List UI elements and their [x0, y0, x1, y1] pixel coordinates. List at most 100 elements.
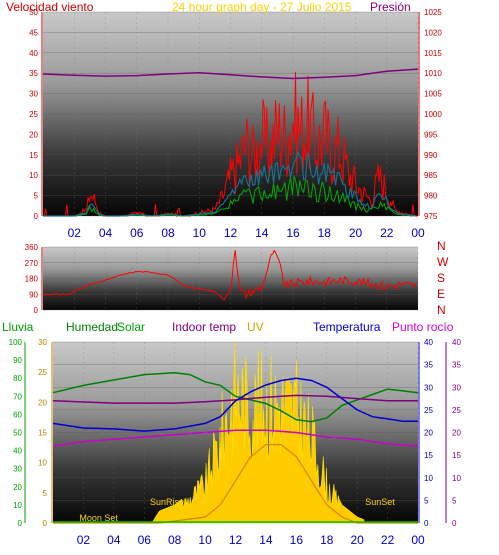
solar-axis-tick: 30: [38, 338, 47, 347]
x-tick-label: 08: [161, 226, 175, 240]
x-tick-label: 22: [381, 533, 395, 547]
solar-axis-tick: 5: [43, 489, 48, 498]
x-tick-label: 14: [259, 533, 273, 547]
wind-direction-series: [42, 249, 417, 301]
x-tick-label: 10: [193, 226, 207, 240]
sunset-annotation: SunSet: [365, 497, 395, 507]
x-tick-label: 12: [229, 533, 243, 547]
wind-axis-tick: 25: [29, 110, 38, 119]
pressure-axis-tick: 1005: [424, 90, 442, 99]
indoor-axis-tick: 30: [452, 383, 461, 392]
x-tick-label: 18: [320, 533, 334, 547]
solar-axis-tick: 10: [38, 459, 47, 468]
compass-n-bottom: N: [437, 303, 446, 317]
solar-series: [151, 341, 366, 524]
temperature-axis-tick: 10: [424, 474, 433, 483]
legend-dew-point: Punto rocío: [392, 320, 454, 334]
legend-temperature: Temperatura: [313, 320, 381, 334]
pressure-label: Presión: [370, 0, 411, 14]
wind-speed-label: Velocidad viento: [6, 0, 94, 14]
pressure-axis-tick: 1000: [424, 110, 442, 119]
x-tick-label: 20: [349, 226, 363, 240]
wind-axis-tick: 10: [29, 171, 38, 180]
moonset-annotation: Moon Set: [79, 513, 118, 523]
pressure-series: [42, 68, 419, 80]
rain-axis-tick: 50: [13, 429, 22, 438]
x-tick-label: 06: [130, 226, 144, 240]
rain-axis-tick: 60: [13, 410, 22, 419]
rain-axis-tick: 0: [18, 519, 23, 528]
wind-axis-tick: 0: [34, 212, 39, 221]
legend-humidity: Humedad: [66, 320, 119, 334]
x-tick-label: 06: [138, 533, 152, 547]
wind-axis-tick: 5: [34, 192, 39, 201]
compass-e: E: [437, 287, 446, 301]
wind-axis-tick: 35: [29, 69, 38, 78]
x-tick-label: 02: [68, 226, 82, 240]
pressure-axis-tick: 1025: [424, 8, 442, 17]
legend-indoor-temp: Indoor temp: [172, 320, 237, 334]
x-tick-label: 18: [318, 226, 332, 240]
temperature-axis-tick: 25: [424, 406, 433, 415]
wind-axis-tick: 45: [29, 28, 38, 37]
pressure-axis-tick: 1010: [424, 69, 442, 78]
wind-axis-tick: 15: [29, 151, 38, 160]
legend-solar: Solar: [117, 320, 146, 334]
temperature-axis-tick: 30: [424, 383, 433, 392]
x-tick-label: 22: [380, 226, 394, 240]
indoor-axis-tick: 0: [452, 519, 457, 528]
solar-axis-tick: 15: [38, 429, 47, 438]
indoor-axis-tick: 5: [452, 496, 457, 505]
direction-axis-tick: 360: [25, 243, 39, 252]
x-tick-label: 12: [224, 226, 238, 240]
compass-w: W: [437, 255, 449, 269]
rain-axis-tick: 80: [13, 374, 22, 383]
temperature-series: [52, 377, 418, 432]
solar-axis-tick: 0: [43, 519, 48, 528]
temperature-axis-tick: 40: [424, 338, 433, 347]
indoor-axis-tick: 40: [452, 338, 461, 347]
indoor-axis-tick: 35: [452, 361, 461, 370]
x-tick-label: 04: [107, 533, 121, 547]
pressure-axis-tick: 975: [424, 212, 438, 221]
indoor-axis-tick: 20: [452, 429, 461, 438]
x-tick-label: 00: [411, 533, 425, 547]
pressure-axis-tick: 980: [424, 192, 438, 201]
x-tick-label: 08: [168, 533, 182, 547]
x-tick-label: 10: [198, 533, 212, 547]
pressure-axis-tick: 995: [424, 130, 438, 139]
indoor-temp-series: [52, 394, 418, 404]
wind-axis-tick: 50: [29, 8, 38, 17]
x-tick-label: 16: [286, 226, 300, 240]
temperature-axis-tick: 15: [424, 451, 433, 460]
temperature-axis-tick: 0: [424, 519, 429, 528]
direction-axis-tick: 0: [34, 306, 39, 315]
rain-axis-tick: 70: [13, 392, 22, 401]
uv-series: [53, 444, 418, 524]
graph-title: 24 hour graph day - 27 Julio 2015: [172, 0, 352, 14]
humidity-series: [52, 372, 419, 423]
direction-axis-tick: 90: [29, 290, 38, 299]
indoor-axis-tick: 10: [452, 474, 461, 483]
dew-point-series: [52, 429, 419, 447]
temperature-axis-tick: 35: [424, 361, 433, 370]
compass-s: S: [437, 271, 446, 285]
sunrise-annotation: SunRise: [150, 497, 184, 507]
rain-axis-tick: 20: [13, 483, 22, 492]
direction-axis-tick: 270: [25, 259, 39, 268]
wind-average-series: [43, 149, 417, 217]
x-tick-label: 00: [411, 226, 425, 240]
rain-axis-tick: 90: [13, 356, 22, 365]
x-tick-label: 04: [99, 226, 113, 240]
solar-axis-tick: 25: [38, 368, 47, 377]
compass-n-top: N: [437, 239, 446, 253]
wind-axis-tick: 30: [29, 90, 38, 99]
pressure-axis-tick: 990: [424, 151, 438, 160]
x-tick-label: 16: [290, 533, 304, 547]
legend-uv: UV: [247, 320, 264, 334]
x-tick-label: 20: [350, 533, 364, 547]
solar-axis-tick: 20: [38, 398, 47, 407]
x-tick-label: 14: [255, 226, 269, 240]
temperature-axis-tick: 20: [424, 429, 433, 438]
